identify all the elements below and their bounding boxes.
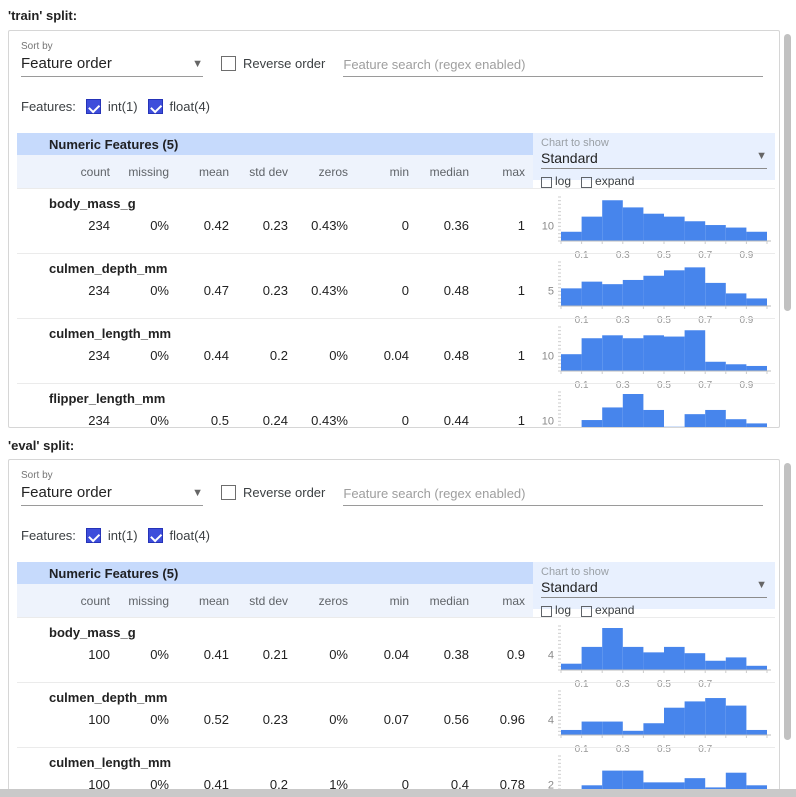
svg-text:5: 5	[548, 286, 554, 298]
svg-text:10: 10	[542, 351, 554, 363]
svg-text:4: 4	[548, 715, 554, 727]
svg-text:10: 10	[542, 221, 554, 233]
svg-text:4: 4	[548, 650, 554, 662]
svg-text:10: 10	[542, 416, 554, 428]
